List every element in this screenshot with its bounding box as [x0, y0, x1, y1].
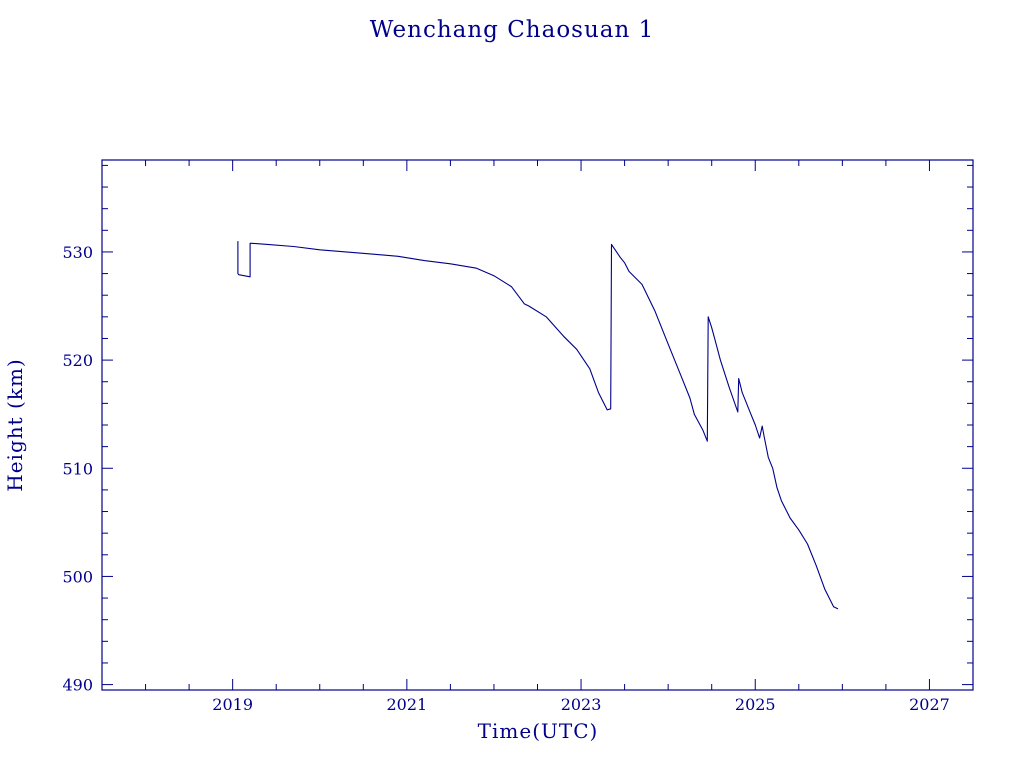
- y-tick-label: 500: [62, 567, 93, 586]
- x-tick-label: 2027: [909, 695, 950, 714]
- y-axis-label: Height (km): [3, 358, 27, 491]
- x-tick-label: 2019: [212, 695, 253, 714]
- chart-title: Wenchang Chaosuan 1: [370, 17, 655, 43]
- x-axis: 2019 2021 2023 2025 2027: [101, 160, 974, 714]
- y-tick-label: 490: [62, 676, 93, 695]
- y-tick-label: 510: [62, 459, 93, 478]
- plot-frame: [101, 159, 974, 691]
- series-line: [237, 241, 839, 610]
- y-tick-label: 520: [62, 351, 93, 370]
- x-axis-label: Time(UTC): [478, 719, 599, 743]
- y-axis: 490 500 510 520 530: [62, 164, 973, 695]
- x-tick-label: 2023: [561, 695, 602, 714]
- x-tick-label: 2025: [735, 695, 776, 714]
- x-tick-label: 2021: [386, 695, 427, 714]
- y-tick-label: 530: [62, 243, 93, 262]
